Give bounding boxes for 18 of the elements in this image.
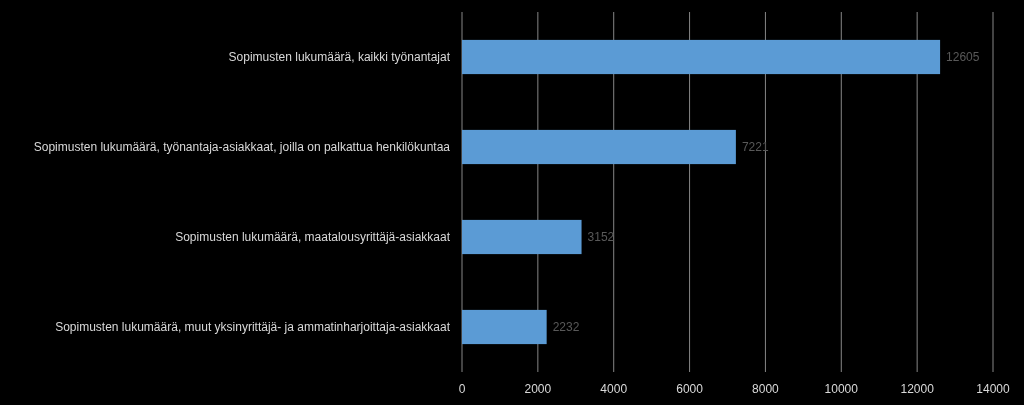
y-tick-label: Sopimusten lukumäärä, maatalousyrittäjä-asiakkaat [175, 230, 451, 244]
x-tick-label: 10000 [824, 382, 859, 396]
x-tick-label: 4000 [600, 382, 628, 396]
x-tick-label: 8000 [752, 382, 780, 396]
bar [462, 309, 547, 345]
x-tick-label: 12000 [900, 382, 935, 396]
y-tick-label: Sopimusten lukumäärä, muut yksinyrittäjä- ja ammatinharjoittaja-asiakkaat [55, 320, 451, 334]
bar [462, 129, 736, 165]
y-tick-label: Sopimusten lukumäärä, kaikki työnantajat [228, 50, 451, 64]
data-label: 12605 [946, 50, 980, 64]
bar [462, 39, 941, 75]
x-tick-label: 0 [458, 382, 466, 396]
x-tick-label: 2000 [524, 382, 552, 396]
x-tick-label: 14000 [976, 382, 1011, 396]
data-label: 2232 [552, 320, 580, 334]
y-tick-label: Sopimusten lukumäärä, työnantaja-asiakkaat, joilla on palkattua henkilökuntaa [33, 140, 451, 154]
bar [462, 219, 582, 255]
x-tick-label: 6000 [676, 382, 704, 396]
